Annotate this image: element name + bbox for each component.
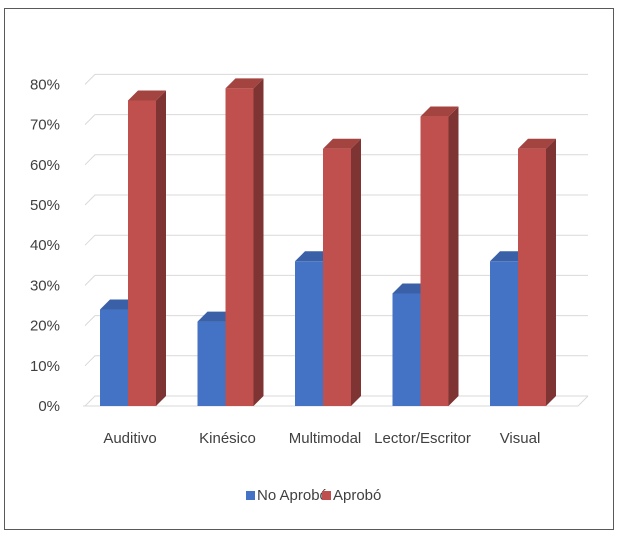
bar bbox=[225, 78, 264, 407]
legend-label: No Aprobó bbox=[257, 487, 328, 504]
category-label: Auditivo bbox=[103, 430, 156, 447]
legend-item: Aprobó bbox=[322, 487, 381, 504]
y-tick-label: 20% bbox=[30, 318, 60, 335]
category-label: Lector/Escritor bbox=[374, 430, 471, 447]
bar bbox=[323, 138, 361, 406]
y-axis-ticks: 0% 10% 20% 30% 40% 50% 60% 70% 80% bbox=[30, 76, 60, 415]
bar bbox=[420, 106, 459, 406]
legend: No Aprobó Aprobó bbox=[246, 487, 381, 504]
y-tick-label: 50% bbox=[30, 197, 60, 214]
category-label: Kinésico bbox=[199, 430, 256, 447]
y-tick-label: 40% bbox=[30, 237, 60, 254]
bar bbox=[128, 90, 166, 406]
x-axis-categories: Auditivo Kinésico Multimodal Lector/Escrito… bbox=[103, 430, 540, 447]
y-tick-label: 0% bbox=[38, 398, 60, 415]
bars bbox=[100, 78, 556, 407]
y-tick-label: 80% bbox=[30, 76, 60, 93]
gridline bbox=[84, 73, 588, 85]
category-label: Multimodal bbox=[289, 430, 362, 447]
y-tick-label: 70% bbox=[30, 117, 60, 134]
bar bbox=[518, 138, 556, 406]
legend-label: Aprobó bbox=[333, 487, 381, 504]
y-tick-label: 60% bbox=[30, 157, 60, 174]
y-tick-label: 10% bbox=[30, 358, 60, 375]
category-label: Visual bbox=[500, 430, 541, 447]
y-tick-label: 30% bbox=[30, 277, 60, 294]
legend-item: No Aprobó bbox=[246, 487, 328, 504]
